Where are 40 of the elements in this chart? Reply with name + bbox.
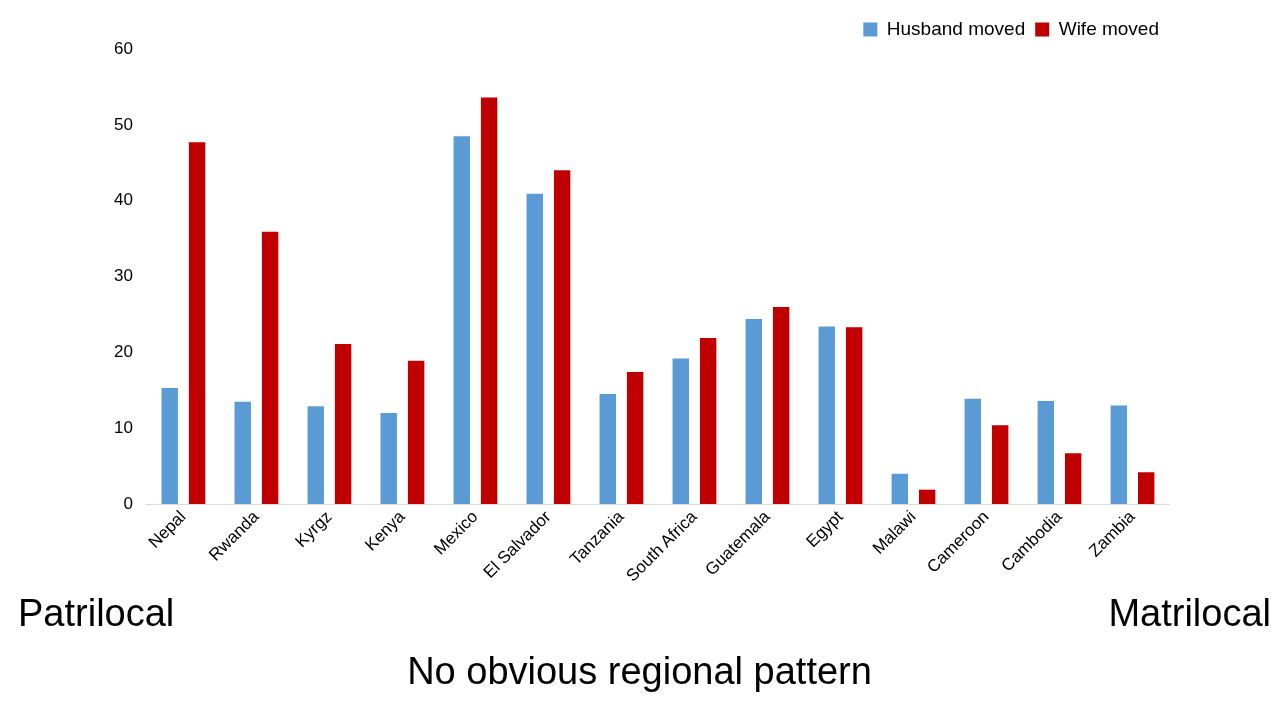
- bar: [626, 372, 644, 505]
- bar: [818, 326, 835, 505]
- bar: [261, 231, 279, 505]
- bar: [772, 306, 790, 505]
- text: No obvious regional pattern: [407, 650, 872, 693]
- bar: [918, 489, 936, 505]
- bar: [526, 193, 543, 505]
- bar: [745, 319, 762, 505]
- bar: [334, 344, 352, 505]
- y-tick-label: 30: [113, 266, 133, 286]
- bar: [1137, 472, 1155, 505]
- bar: [553, 170, 571, 505]
- bar: [161, 388, 178, 505]
- y-tick-label: 0: [123, 493, 133, 513]
- text: Patrilocal: [18, 592, 175, 635]
- bar: [891, 473, 908, 505]
- bar: [964, 398, 982, 505]
- y-tick-label: 10: [113, 417, 133, 437]
- bar: [407, 360, 425, 505]
- y-tick-label: 20: [113, 342, 133, 362]
- bar: [453, 136, 470, 505]
- text: Matrilocal: [1108, 592, 1271, 635]
- legend-label: Wife moved: [1058, 17, 1160, 39]
- legend-label: Husband moved: [886, 17, 1026, 39]
- y-tick-label: 40: [113, 190, 133, 210]
- bar: [307, 406, 324, 505]
- bar: [845, 327, 863, 505]
- bar: [380, 413, 397, 505]
- bar: [672, 358, 689, 505]
- bar: [1064, 453, 1082, 505]
- bar: [1037, 400, 1055, 505]
- bar: [991, 425, 1009, 505]
- bar: [188, 142, 206, 505]
- y-tick-label: 60: [113, 38, 133, 58]
- y-tick-label: 50: [113, 114, 133, 134]
- bar: [234, 401, 251, 505]
- bar: [480, 97, 498, 505]
- bar: [699, 337, 717, 505]
- bar: [599, 394, 616, 505]
- bar: [1110, 405, 1128, 505]
